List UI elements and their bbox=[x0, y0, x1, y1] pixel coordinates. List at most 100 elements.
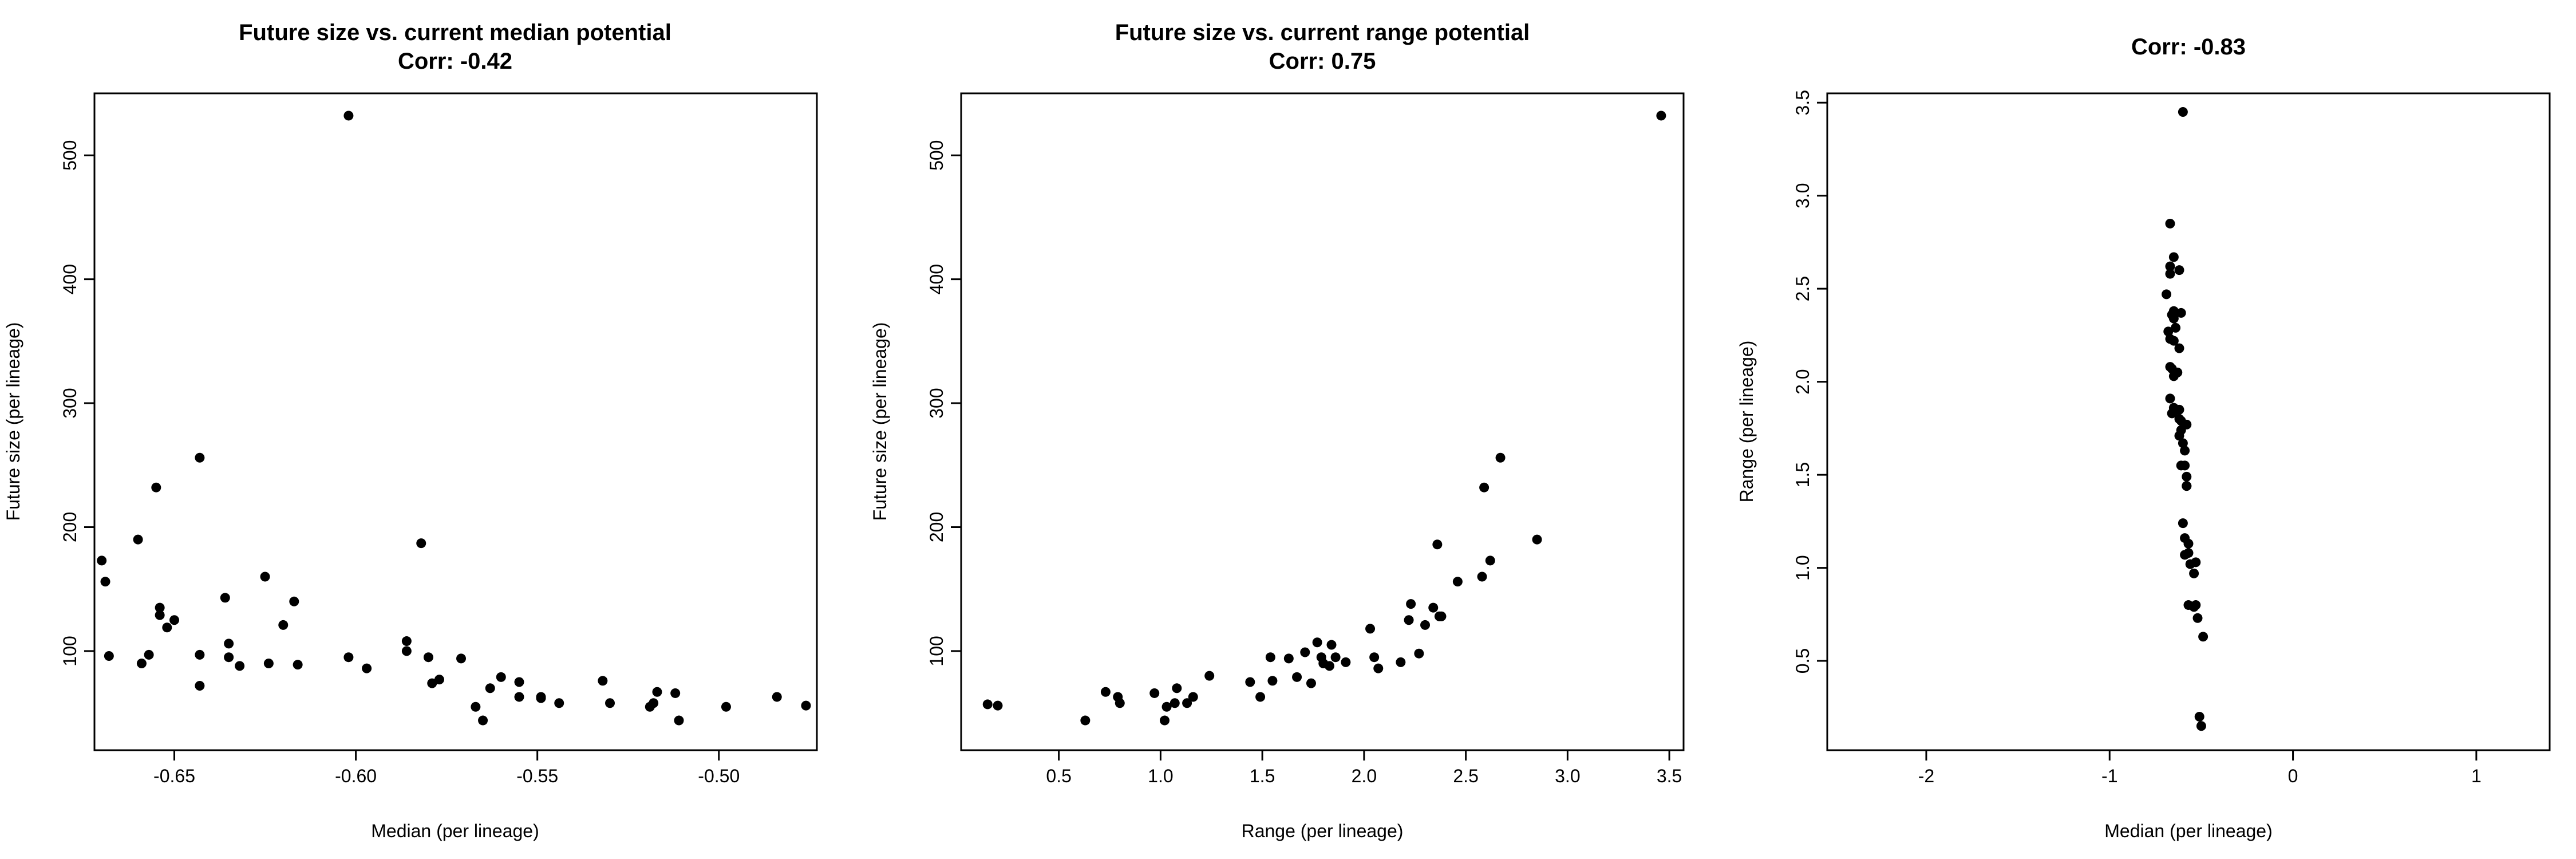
data-point bbox=[2165, 393, 2175, 404]
data-point bbox=[649, 698, 659, 708]
data-point bbox=[289, 596, 299, 606]
data-point bbox=[1080, 715, 1091, 726]
data-point bbox=[1495, 452, 1506, 463]
data-point bbox=[2168, 313, 2179, 324]
y-axis-label: Future size (per lineage) bbox=[870, 322, 890, 521]
y-tick-label: 100 bbox=[60, 636, 80, 666]
data-point bbox=[1420, 620, 1431, 630]
data-point bbox=[1477, 572, 1487, 582]
data-point bbox=[136, 659, 147, 669]
chart-subtitle: Corr: 0.75 bbox=[1269, 49, 1376, 74]
data-point bbox=[278, 620, 289, 630]
y-axis: 100 200 300 400 500 bbox=[60, 140, 94, 667]
data-point bbox=[423, 652, 433, 663]
y-tick-label: 300 bbox=[926, 388, 947, 418]
data-point bbox=[235, 661, 245, 671]
data-point bbox=[1452, 577, 1463, 587]
data-point bbox=[195, 452, 205, 463]
data-point bbox=[2185, 559, 2195, 569]
data-point bbox=[2189, 602, 2199, 612]
data-point bbox=[1369, 652, 1380, 663]
data-point bbox=[1406, 599, 1416, 609]
y-tick-label: 1.0 bbox=[1792, 555, 1813, 580]
y-tick-label: 500 bbox=[60, 140, 80, 171]
data-point bbox=[1159, 715, 1170, 726]
data-point bbox=[2180, 446, 2190, 456]
data-point bbox=[2174, 343, 2184, 353]
y-tick-label: 200 bbox=[926, 512, 947, 542]
data-point bbox=[478, 715, 488, 726]
x-tick-label: -0.50 bbox=[698, 766, 740, 786]
data-point bbox=[144, 649, 154, 660]
data-point bbox=[1432, 539, 1443, 550]
data-point bbox=[2183, 538, 2194, 549]
data-point bbox=[1532, 534, 1542, 545]
y-tick-label: 2.0 bbox=[1792, 369, 1813, 394]
data-point bbox=[133, 534, 143, 545]
data-point bbox=[1341, 657, 1351, 667]
data-point bbox=[670, 688, 681, 698]
data-point bbox=[220, 593, 230, 603]
data-point bbox=[2165, 218, 2175, 228]
data-point bbox=[2171, 322, 2181, 333]
data-point bbox=[2168, 371, 2179, 381]
data-point bbox=[2176, 308, 2186, 318]
panel-median-vs-range: Corr: -0.83 Median (per lineage) Range (… bbox=[1736, 34, 2551, 841]
data-point bbox=[471, 702, 481, 712]
chart-title: Future size vs. current median potential bbox=[239, 20, 671, 45]
data-point bbox=[514, 692, 524, 702]
data-point bbox=[1300, 647, 1310, 657]
x-axis: -2 -1 0 1 bbox=[1918, 750, 2482, 786]
data-point bbox=[2178, 107, 2188, 117]
data-point bbox=[652, 687, 662, 697]
data-point bbox=[496, 672, 506, 682]
data-point bbox=[1656, 111, 1666, 121]
data-point bbox=[514, 677, 524, 687]
data-point bbox=[2180, 550, 2190, 560]
data-point bbox=[1479, 482, 1490, 492]
y-axis: 0.5 1.0 1.5 2.0 2.5 3.0 3.5 bbox=[1792, 90, 1827, 673]
x-tick-label: -0.55 bbox=[516, 766, 558, 786]
y-tick-label: 500 bbox=[926, 140, 947, 171]
data-point bbox=[2198, 632, 2208, 642]
data-point bbox=[293, 660, 303, 670]
data-point bbox=[1161, 702, 1172, 712]
data-point bbox=[1149, 688, 1160, 698]
chart-title: Corr: -0.83 bbox=[2131, 34, 2246, 60]
data-point bbox=[2178, 518, 2188, 529]
data-point bbox=[2162, 289, 2172, 300]
y-axis: 100 200 300 400 500 bbox=[926, 140, 961, 667]
y-tick-label: 100 bbox=[926, 636, 947, 666]
data-point bbox=[1255, 692, 1266, 702]
data-point bbox=[674, 715, 684, 726]
data-point bbox=[2180, 460, 2190, 471]
y-axis-label: Future size (per lineage) bbox=[3, 322, 23, 521]
data-point bbox=[1324, 661, 1334, 671]
data-point bbox=[485, 683, 495, 693]
data-point bbox=[1172, 683, 1182, 693]
data-point bbox=[772, 692, 782, 702]
x-tick-label: 2.0 bbox=[1352, 766, 1377, 786]
plot-frame bbox=[93, 92, 818, 751]
data-point bbox=[1485, 555, 1495, 566]
data-point bbox=[2182, 471, 2192, 482]
y-tick-label: 3.0 bbox=[1792, 183, 1813, 208]
data-point bbox=[456, 653, 467, 664]
data-point bbox=[362, 663, 372, 673]
data-point bbox=[155, 602, 165, 613]
y-tick-label: 200 bbox=[60, 512, 80, 542]
data-point bbox=[1365, 624, 1376, 634]
data-point bbox=[100, 577, 110, 587]
x-tick-label: 1.0 bbox=[1148, 766, 1173, 786]
x-axis: 0.5 1.0 1.5 2.0 2.5 3.0 3.5 bbox=[1046, 750, 1682, 786]
data-point bbox=[1292, 672, 1302, 682]
data-point bbox=[982, 699, 993, 710]
data-point bbox=[2165, 261, 2175, 271]
data-point bbox=[169, 615, 180, 625]
x-tick-label: 1 bbox=[2471, 766, 2482, 786]
x-tick-label: 3.0 bbox=[1555, 766, 1580, 786]
data-point bbox=[2194, 712, 2204, 722]
y-axis-label: Range (per lineage) bbox=[1736, 341, 1757, 503]
data-point bbox=[195, 649, 205, 660]
data-point bbox=[536, 693, 546, 703]
